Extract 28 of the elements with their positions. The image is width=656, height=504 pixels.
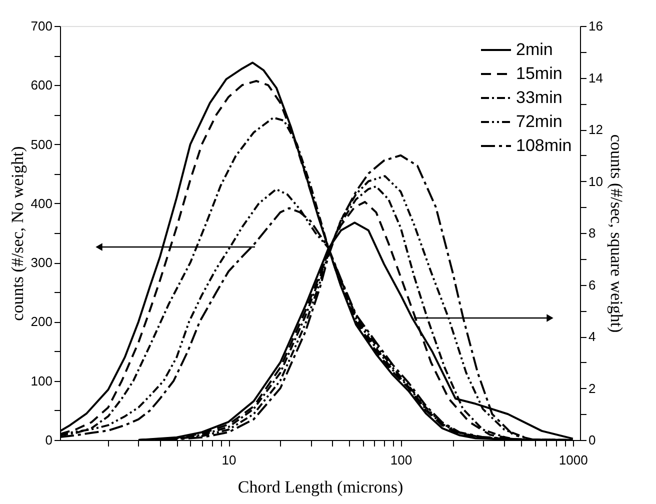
legend-label: 108min [516,136,572,155]
y2-tick-label: 4 [588,329,596,344]
y-axis-title: counts (#/sec, No weight) [8,146,27,321]
y2-axis-title: counts (#/sec, square weight) [606,134,626,333]
x-tick-label: 1000 [558,452,588,468]
y-tick-label: 500 [30,136,52,152]
y-tick-label: 300 [30,255,52,270]
x-tick-label: 100 [390,452,412,468]
y-tick-label: 400 [30,196,52,211]
x-axis-title: Chord Length (microns) [238,478,404,496]
y2-tick-label: 10 [588,174,603,189]
y2-tick-label: 6 [588,277,596,292]
y-tick-label: 200 [30,314,52,330]
y2-tick-label: 14 [588,70,603,86]
y2-tick-label: 16 [588,18,603,34]
y2-tick-label: 8 [588,226,596,240]
legend-label: 33min [516,88,562,107]
y2-tick-label: 12 [588,122,603,137]
legend-label: 2min [516,40,553,59]
y-tick-label: 700 [30,18,52,34]
y2-tick-label: 2 [588,380,596,396]
x-tick-label: 10 [222,452,236,468]
y2-tick-label: 0 [588,432,596,448]
y-tick-label: 600 [30,78,52,93]
legend-label: 15min [516,64,562,83]
legend-label: 72min [516,112,562,131]
y-tick-label: 0 [45,432,52,448]
y-tick-label: 100 [30,373,52,388]
